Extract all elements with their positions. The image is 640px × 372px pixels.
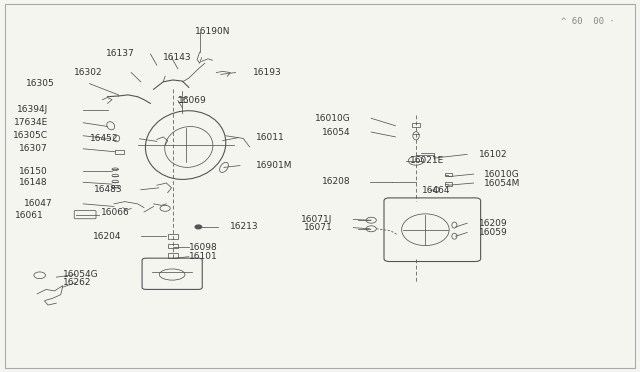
Text: 16011: 16011 xyxy=(256,133,285,142)
Text: 16101: 16101 xyxy=(189,252,218,261)
Text: 16137: 16137 xyxy=(106,49,134,58)
Circle shape xyxy=(195,225,202,229)
Text: 16069: 16069 xyxy=(178,96,207,105)
Bar xyxy=(445,173,452,176)
Text: 16150: 16150 xyxy=(19,167,48,176)
Text: 16307: 16307 xyxy=(19,144,48,153)
Text: 16305: 16305 xyxy=(26,79,54,88)
Bar xyxy=(115,150,124,154)
Text: 16483: 16483 xyxy=(94,185,123,194)
Text: 16302: 16302 xyxy=(74,68,102,77)
Bar xyxy=(412,123,420,127)
Text: 16208: 16208 xyxy=(322,177,351,186)
Text: 16054G: 16054G xyxy=(63,270,99,279)
Text: 16262: 16262 xyxy=(63,278,92,287)
Text: 16071: 16071 xyxy=(304,223,333,232)
Text: 16394J: 16394J xyxy=(17,105,48,114)
Text: 16059: 16059 xyxy=(479,228,508,237)
Text: 16071J: 16071J xyxy=(301,215,333,224)
Text: 16054M: 16054M xyxy=(484,179,520,187)
Text: 17634E: 17634E xyxy=(13,118,48,127)
Bar xyxy=(168,244,178,248)
Text: 16098: 16098 xyxy=(189,243,218,252)
Text: 16148: 16148 xyxy=(19,178,48,187)
Bar xyxy=(168,234,178,239)
Text: 16901M: 16901M xyxy=(256,161,292,170)
Text: 16010G: 16010G xyxy=(484,170,520,179)
Text: 16047: 16047 xyxy=(24,199,52,208)
Text: 16010G: 16010G xyxy=(315,114,351,123)
Text: 16464: 16464 xyxy=(422,186,451,195)
Text: 16102: 16102 xyxy=(479,150,508,159)
Bar xyxy=(168,253,178,258)
Text: ^ 60  00 ·: ^ 60 00 · xyxy=(561,17,614,26)
Text: 16190N: 16190N xyxy=(195,27,230,36)
Text: 16305C: 16305C xyxy=(13,131,48,140)
Text: 16452: 16452 xyxy=(90,134,118,143)
Text: 16213: 16213 xyxy=(230,222,259,231)
Text: 16021E: 16021E xyxy=(410,156,444,165)
Text: 16061: 16061 xyxy=(15,211,44,219)
Text: 16066: 16066 xyxy=(100,208,129,217)
Text: 16143: 16143 xyxy=(163,53,192,62)
Text: 16193: 16193 xyxy=(253,68,282,77)
Text: 16209: 16209 xyxy=(479,219,508,228)
Bar xyxy=(445,182,452,186)
Text: 16054: 16054 xyxy=(322,128,351,137)
Text: 16204: 16204 xyxy=(93,232,122,241)
